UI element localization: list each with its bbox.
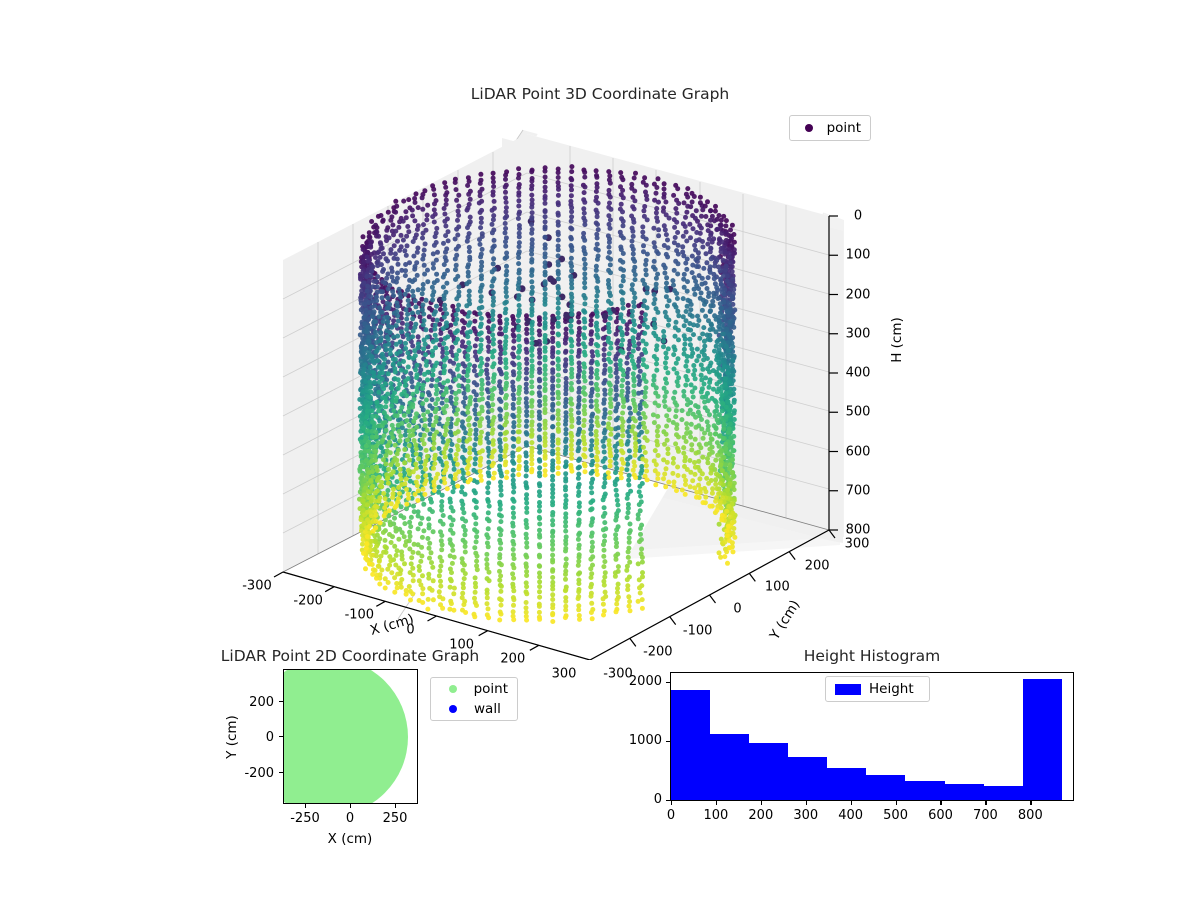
ticklabel-3d-y-1: -200 [643, 644, 673, 660]
bar-patch-icon [835, 683, 861, 695]
legend-2d-entry-point: point [431, 679, 517, 699]
legend-2d-entry-wall: wall [431, 699, 517, 719]
ticklabel-2d-y-2: -200 [244, 766, 274, 781]
ticklabel-hist-x-2: 200 [748, 808, 774, 823]
lidar-3d-scene [273, 134, 838, 660]
axis-label-3d-z: H (cm) [889, 317, 905, 363]
legend-hist[interactable]: Height [825, 676, 930, 702]
panel-hist-title: Height Histogram [803, 647, 941, 665]
ticklabel-3d-x-4: 100 [449, 637, 475, 653]
ticklabel-3d-z-5: 500 [845, 404, 871, 420]
tick-hist-y-1 [666, 740, 670, 743]
ticklabel-3d-z-7: 700 [845, 483, 871, 499]
legend-3d[interactable]: point [789, 115, 871, 141]
ticklabel-3d-x-1: -200 [293, 593, 323, 609]
tick-hist-x-1 [715, 801, 718, 805]
tick-2d-x-neg250 [305, 804, 307, 808]
ticklabel-3d-z-2: 200 [845, 287, 871, 302]
tick-hist-x-0 [671, 801, 673, 805]
tick-2d-x-0 [350, 804, 352, 808]
ticklabel-hist-x-0: 0 [666, 808, 676, 823]
tick-hist-x-2 [760, 801, 763, 805]
ticklabel-2d-x-2: 250 [382, 811, 408, 826]
ticklabel-hist-x-7: 700 [972, 808, 998, 823]
axis-label-2d-x: X (cm) [327, 831, 373, 847]
ticklabel-3d-z-0: 0 [853, 208, 863, 224]
ticklabel-hist-x-3: 300 [793, 808, 819, 823]
circle-marker-icon [799, 124, 819, 132]
histogram-bar [866, 774, 906, 800]
ticklabel-3d-z-4: 400 [845, 365, 871, 381]
tick-hist-x-4 [850, 801, 852, 805]
tick-hist-x-6 [940, 801, 942, 805]
ticklabel-3d-x-2: -100 [344, 607, 375, 623]
tick-hist-x-8 [1030, 801, 1032, 805]
histogram-bar [1022, 678, 1062, 800]
ticklabel-hist-y-1: 1000 [628, 732, 662, 748]
axes-tickmarks [273, 215, 838, 660]
tick-hist-y-0 [666, 800, 670, 802]
ticklabel-2d-x-1: 0 [345, 811, 355, 826]
histogram-bar [827, 767, 867, 800]
ticklabel-hist-x-4: 400 [838, 808, 864, 823]
tick-hist-x-5 [895, 801, 897, 805]
legend-hist-label: Height [869, 681, 914, 697]
ticklabel-2d-y-0: 200 [249, 695, 274, 710]
legend-3d-entry-point: point [790, 118, 870, 138]
histogram-bar [710, 734, 750, 800]
axis-label-2d-y: Y (cm) [224, 715, 240, 759]
ticklabel-3d-y-2: -100 [682, 623, 713, 639]
ticklabel-hist-x-8: 800 [1017, 808, 1043, 823]
tick-2d-y-0 [279, 736, 283, 738]
tick-hist-y-2 [666, 681, 670, 684]
ticklabel-3d-x-3: 0 [406, 622, 415, 638]
ticklabel-3d-y-3: 0 [733, 601, 742, 617]
ticklabel-hist-x-1: 100 [703, 808, 729, 823]
ticklabel-3d-y-0: -300 [603, 666, 633, 682]
lidar-2d-axes[interactable] [283, 669, 418, 804]
ticklabel-hist-x-5: 500 [883, 808, 908, 823]
tick-hist-x-3 [805, 801, 807, 805]
histogram-bar [671, 690, 711, 800]
histogram-bar [944, 784, 984, 800]
tick-2d-y-200 [279, 701, 283, 703]
tick-2d-y-neg200 [279, 772, 283, 774]
panel-2d-title: LiDAR Point 2D Coordinate Graph [220, 647, 480, 665]
legend-hist-entry-height: Height [826, 679, 929, 699]
ticklabel-3d-z-8: 800 [845, 522, 871, 538]
histogram-bar [905, 781, 945, 800]
ticklabel-2d-x-0: -250 [290, 811, 320, 826]
ticklabel-3d-y-6: 300 [844, 536, 870, 552]
legend-3d-label: point [826, 120, 861, 136]
ticklabel-3d-x-6: 300 [551, 666, 577, 682]
ticklabel-3d-y-4: 100 [764, 579, 790, 595]
histogram-bar [983, 785, 1023, 800]
legend-2d[interactable]: point wall [430, 677, 518, 721]
histogram-bar [788, 757, 828, 800]
ticklabel-hist-y-0: 0 [653, 792, 662, 807]
point-cloud-markers [357, 164, 738, 624]
histogram-bar [749, 743, 789, 800]
point-cloud-disc-2d [284, 670, 408, 803]
lidar-3d-axes[interactable]: -300 -200 -100 0 100 200 300 -300 -200 -100 0 100 20… [240, 100, 905, 682]
ticklabel-3d-x-0: -300 [242, 578, 272, 594]
ticklabel-3d-x-5: 200 [500, 651, 526, 667]
ticklabel-3d-z-3: 300 [845, 326, 871, 342]
circle-marker-icon [440, 705, 466, 713]
ticklabel-3d-y-5: 200 [804, 558, 830, 574]
ticklabel-hist-y-2: 2000 [628, 673, 662, 689]
legend-2d-label-point: point [473, 681, 508, 697]
legend-2d-label-wall: wall [474, 701, 501, 717]
tick-2d-x-250 [395, 804, 397, 808]
panel-3d-title: LiDAR Point 3D Coordinate Graph [470, 85, 730, 103]
tick-hist-x-7 [985, 801, 987, 805]
ticklabel-2d-y-1: 0 [265, 730, 274, 745]
ticklabel-3d-z-6: 600 [845, 444, 871, 459]
ticklabel-hist-x-6: 600 [928, 808, 953, 823]
ticklabel-3d-z-1: 100 [845, 247, 871, 263]
circle-marker-icon [440, 685, 466, 693]
height-histogram-axes[interactable] [670, 672, 1074, 801]
